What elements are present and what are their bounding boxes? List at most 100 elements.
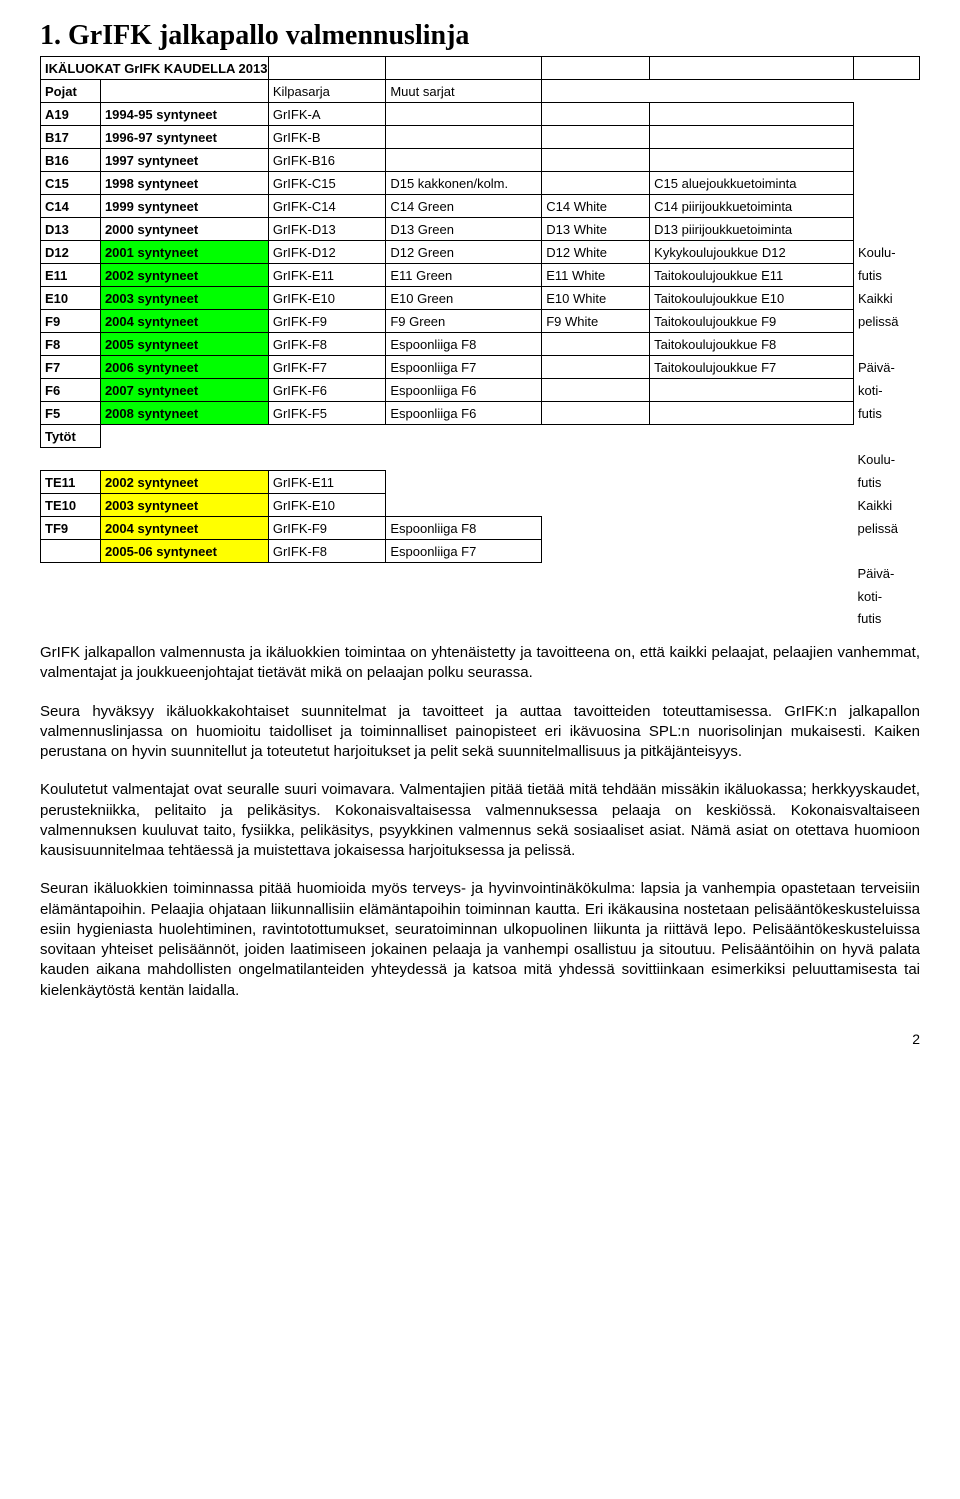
table-cell	[542, 517, 650, 540]
table-cell: futis	[854, 264, 920, 287]
table-cell	[386, 563, 542, 586]
table-cell	[386, 425, 542, 448]
table-cell	[650, 585, 854, 607]
table-row: PojatKilpasarjaMuut sarjat	[41, 80, 920, 103]
table-cell: Kaikki	[854, 287, 920, 310]
table-cell: GrIFK-E11	[268, 471, 386, 494]
table-cell	[650, 57, 854, 80]
table-cell: D12 Green	[386, 241, 542, 264]
table-cell	[854, 103, 920, 126]
birth-years: 2002 syntyneet	[100, 264, 268, 287]
table-row: C141999 syntyneetGrIFK-C14C14 GreenC14 W…	[41, 195, 920, 218]
birth-years: 1997 syntyneet	[100, 149, 268, 172]
table-cell	[386, 494, 542, 517]
birth-years: 1994-95 syntyneet	[100, 103, 268, 126]
table-row: A191994-95 syntyneetGrIFK-A	[41, 103, 920, 126]
table-cell: Espoonliiga F7	[386, 540, 542, 563]
table-row: E112002 syntyneetGrIFK-E11E11 GreenE11 W…	[41, 264, 920, 287]
table-cell	[542, 149, 650, 172]
table-cell	[650, 607, 854, 629]
table-cell	[854, 126, 920, 149]
table-cell: Espoonliiga F7	[386, 356, 542, 379]
table-cell	[854, 218, 920, 241]
age-code: B16	[41, 149, 101, 172]
table-cell	[542, 80, 650, 103]
table-cell	[386, 607, 542, 629]
table-cell	[542, 172, 650, 195]
body-paragraph: GrIFK jalkapallon valmennusta ja ikäluok…	[40, 643, 920, 684]
age-code: F8	[41, 333, 101, 356]
ika-table: IKÄLUOKAT GrIFK KAUDELLA 2013PojatKilpas…	[40, 56, 920, 629]
table-cell	[650, 126, 854, 149]
table-cell: D15 kakkonen/kolm.	[386, 172, 542, 195]
table-row: C151998 syntyneetGrIFK-C15D15 kakkonen/k…	[41, 172, 920, 195]
table-cell	[386, 471, 542, 494]
table-cell: Kaikki	[854, 494, 920, 517]
table-cell	[268, 563, 386, 586]
table-cell: GrIFK-E10	[268, 494, 386, 517]
table-cell	[854, 425, 920, 448]
table-cell	[650, 402, 854, 425]
table-cell: D13 piirijoukkuetoiminta	[650, 218, 854, 241]
table-cell	[542, 103, 650, 126]
table-cell	[100, 425, 268, 448]
table-row: B161997 syntyneetGrIFK-B16	[41, 149, 920, 172]
table-cell: GrIFK-C15	[268, 172, 386, 195]
table-cell	[650, 80, 854, 103]
table-cell: F9 White	[542, 310, 650, 333]
table-cell	[650, 517, 854, 540]
table-cell: GrIFK-A	[268, 103, 386, 126]
table-cell: Päivä-	[854, 356, 920, 379]
table-cell: pelissä	[854, 310, 920, 333]
table-cell	[100, 563, 268, 586]
age-code: F5	[41, 402, 101, 425]
table-cell	[268, 607, 386, 629]
table-cell: F9 Green	[386, 310, 542, 333]
table-cell: pelissä	[854, 517, 920, 540]
birth-years: 1996-97 syntyneet	[100, 126, 268, 149]
table-cell: D12 White	[542, 241, 650, 264]
table-cell	[386, 57, 542, 80]
table-cell: D13 Green	[386, 218, 542, 241]
table-cell: GrIFK-F8	[268, 540, 386, 563]
table-cell: Espoonliiga F8	[386, 517, 542, 540]
birth-years: 1998 syntyneet	[100, 172, 268, 195]
table-cell: C14 piirijoukkuetoiminta	[650, 195, 854, 218]
table-cell	[854, 57, 920, 80]
col-header: Kilpasarja	[268, 80, 386, 103]
table-cell: GrIFK-D13	[268, 218, 386, 241]
table-cell: D13 White	[542, 218, 650, 241]
birth-years: 2006 syntyneet	[100, 356, 268, 379]
page-number: 2	[40, 1031, 920, 1047]
table-row: F82005 syntyneetGrIFK-F8Espoonliiga F8Ta…	[41, 333, 920, 356]
table-cell	[854, 540, 920, 563]
table-cell	[854, 195, 920, 218]
table-row: F92004 syntyneetGrIFK-F9F9 GreenF9 White…	[41, 310, 920, 333]
table-cell: Koulu-	[854, 241, 920, 264]
table-row: Koulu-	[41, 448, 920, 471]
age-code: E11	[41, 264, 101, 287]
table-cell	[650, 448, 854, 471]
table-cell	[41, 563, 101, 586]
table-cell: Espoonliiga F6	[386, 379, 542, 402]
table-cell	[650, 379, 854, 402]
table-cell	[854, 80, 920, 103]
age-code: C15	[41, 172, 101, 195]
table-cell	[41, 585, 101, 607]
table-cell	[386, 103, 542, 126]
table-cell	[542, 379, 650, 402]
birth-years: 2003 syntyneet	[100, 494, 268, 517]
table-cell	[650, 540, 854, 563]
birth-years: 2004 syntyneet	[100, 517, 268, 540]
birth-years: 2008 syntyneet	[100, 402, 268, 425]
table-cell: Taitokoulujoukkue E11	[650, 264, 854, 287]
table-cell: C15 aluejoukkuetoiminta	[650, 172, 854, 195]
table-cell	[100, 607, 268, 629]
table-cell	[268, 57, 386, 80]
table-cell: Espoonliiga F8	[386, 333, 542, 356]
table-row: D132000 syntyneetGrIFK-D13D13 GreenD13 W…	[41, 218, 920, 241]
table-row: IKÄLUOKAT GrIFK KAUDELLA 2013	[41, 57, 920, 80]
table-cell: GrIFK-F7	[268, 356, 386, 379]
table-header: IKÄLUOKAT GrIFK KAUDELLA 2013	[41, 57, 269, 80]
birth-years: 2002 syntyneet	[100, 471, 268, 494]
